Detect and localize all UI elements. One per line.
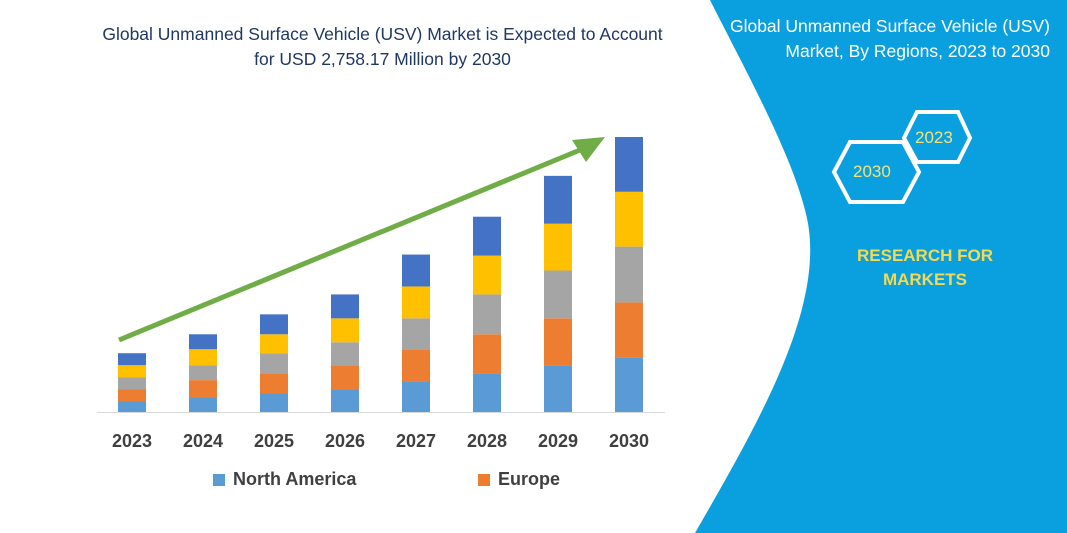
bar-segment-series-4-2028: [473, 255, 501, 295]
bar-segment-north-america-2026: [331, 389, 359, 412]
x-tick-label: 2030: [609, 431, 649, 451]
hex-label-2023: 2023: [915, 128, 953, 147]
bar-segment-series-3-2030: [615, 246, 643, 303]
legend-label: Europe: [498, 469, 561, 489]
panel-title: Global Unmanned Surface Vehicle (USV) Ma…: [729, 16, 1050, 61]
bar-segment-europe-2027: [402, 349, 430, 382]
hexagon-2030: [831, 140, 922, 204]
bar-segment-europe-2028: [473, 334, 501, 374]
legend-swatch: [478, 473, 490, 486]
bar-segment-europe-2024: [189, 380, 217, 398]
bar-segment-series-5-2028: [473, 216, 501, 256]
bar-segment-series-3-2024: [189, 365, 217, 381]
bar-segment-north-america-2028: [473, 373, 501, 412]
bar-segment-series-3-2023: [118, 377, 146, 390]
trend-arrow-head-icon: [572, 137, 605, 162]
bar-segment-series-5-2027: [402, 254, 430, 287]
legend-item-north-america: North America: [213, 469, 356, 490]
bar-segment-series-3-2028: [473, 294, 501, 335]
bar-segment-series-5-2029: [544, 175, 572, 224]
x-tick-label: 2023: [112, 431, 152, 451]
bar-segment-series-4-2029: [544, 223, 572, 271]
bar-segment-europe-2025: [260, 373, 288, 394]
bar-segment-series-4-2030: [615, 191, 643, 247]
bar-segment-europe-2026: [331, 365, 359, 390]
bar-segment-north-america-2025: [260, 393, 288, 412]
bar-segment-series-5-2023: [118, 353, 146, 366]
bar-segment-series-5-2030: [615, 137, 643, 192]
trend-arrow-line: [118, 147, 581, 343]
x-tick-label: 2025: [254, 431, 294, 451]
blue-panel-shape: [695, 0, 1067, 533]
bar-segment-europe-2030: [615, 302, 643, 358]
x-tick-label: 2028: [467, 431, 507, 451]
x-tick-label: 2026: [325, 431, 365, 451]
bar-segment-north-america-2023: [118, 401, 146, 412]
bar-segment-series-3-2026: [331, 342, 359, 366]
bar-segment-series-5-2026: [331, 294, 359, 319]
bar-segment-north-america-2029: [544, 365, 572, 412]
bar-segment-series-4-2026: [331, 318, 359, 343]
chart-title: Global Unmanned Surface Vehicle (USV) Ma…: [102, 24, 663, 69]
bar-segment-europe-2029: [544, 318, 572, 366]
bar-segment-series-5-2024: [189, 334, 217, 350]
x-tick-label: 2027: [396, 431, 436, 451]
bar-segment-north-america-2024: [189, 397, 217, 412]
legend-label: North America: [233, 469, 357, 489]
hexagon-2023: [901, 110, 973, 164]
bar-segment-series-4-2024: [189, 349, 217, 366]
legend-item-europe: Europe: [478, 469, 560, 490]
bar-segment-north-america-2027: [402, 381, 430, 412]
x-tick-label: 2029: [538, 431, 578, 451]
bar-segment-europe-2023: [118, 389, 146, 402]
bar-segment-series-4-2025: [260, 334, 288, 354]
bar-segment-series-3-2027: [402, 318, 430, 350]
x-tick-label: 2024: [183, 431, 223, 451]
hex-label-2030: 2030: [853, 162, 891, 181]
legend-swatch: [213, 473, 225, 486]
bar-segment-series-4-2027: [402, 286, 430, 319]
bar-segment-series-4-2023: [118, 365, 146, 378]
bar-segment-series-3-2029: [544, 270, 572, 319]
bar-segment-north-america-2030: [615, 357, 643, 412]
brand-text: RESEARCH FOR MARKETS: [856, 246, 993, 289]
bar-segment-series-3-2025: [260, 353, 288, 374]
bar-segment-series-5-2025: [260, 314, 288, 335]
